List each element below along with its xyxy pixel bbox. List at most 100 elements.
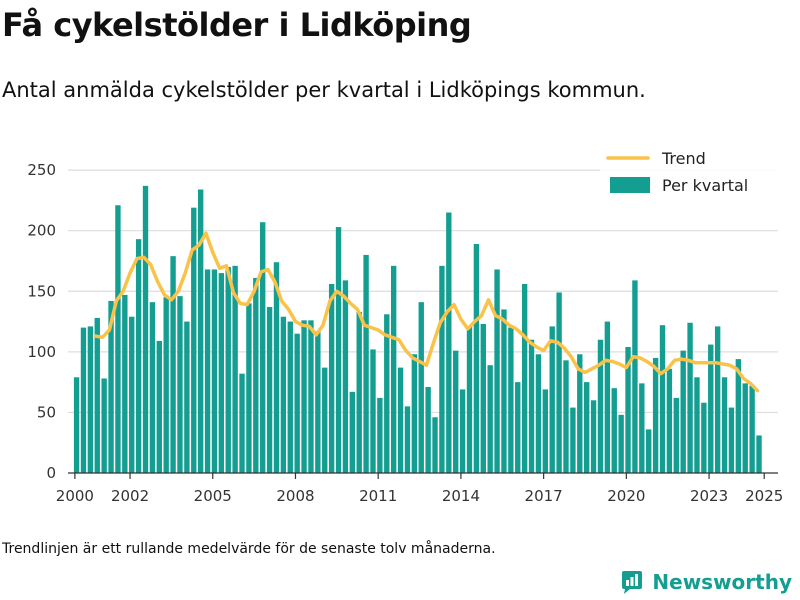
bar-line-chart: 0 50 100 150 200 250 2000 2002 2005 2008 2011 2014 2… <box>27 144 783 505</box>
bar <box>549 326 555 473</box>
bar <box>680 350 686 473</box>
axes: 0 50 100 150 200 250 2000 2002 2005 2008 2011 2014 2… <box>27 161 783 505</box>
y-tick-label: 150 <box>27 282 56 300</box>
bar <box>363 254 369 473</box>
bar <box>266 307 273 473</box>
bar <box>115 205 121 473</box>
x-tick-label: 2000 <box>56 487 94 505</box>
bar <box>253 277 259 473</box>
trend-line <box>93 231 760 393</box>
bar <box>556 292 562 473</box>
bar <box>156 340 162 473</box>
bar <box>515 382 521 473</box>
bar <box>170 256 176 473</box>
bar <box>701 402 707 473</box>
bar <box>377 397 383 473</box>
bar <box>542 389 549 473</box>
y-tick-label: 100 <box>27 343 56 361</box>
bar <box>301 320 307 473</box>
bar <box>453 350 459 473</box>
bar <box>652 357 659 473</box>
bar <box>246 303 252 473</box>
chart-title: Få cykelstölder i Lidköping <box>2 6 472 44</box>
bar <box>404 406 411 473</box>
legend-bar-swatch <box>610 177 650 193</box>
bar <box>122 294 128 473</box>
bar <box>528 339 535 473</box>
legend-bg <box>600 144 780 204</box>
bar <box>356 311 362 473</box>
bar <box>749 385 755 473</box>
y-tick-label: 50 <box>37 403 56 421</box>
bar <box>322 367 328 473</box>
bar <box>742 383 748 473</box>
bar <box>108 300 114 473</box>
bar <box>432 417 438 473</box>
bar <box>632 280 638 473</box>
bar <box>370 349 376 473</box>
bar <box>687 322 693 473</box>
bar <box>611 388 617 473</box>
brand-logo: Newsworthy <box>620 569 792 595</box>
bar <box>673 397 679 473</box>
bar <box>659 325 666 473</box>
bar <box>73 377 80 473</box>
bar <box>694 377 700 473</box>
bar <box>583 382 590 473</box>
bar <box>590 400 597 473</box>
bar <box>625 347 631 473</box>
bar <box>487 365 493 473</box>
newsworthy-logo-icon <box>622 571 643 594</box>
bar <box>260 222 266 473</box>
bar <box>349 391 355 473</box>
bar <box>191 207 197 473</box>
x-tick-label: 2005 <box>194 487 232 505</box>
bar <box>135 239 142 473</box>
x-tick-label: 2023 <box>690 487 728 505</box>
bar <box>397 367 404 473</box>
bar <box>646 429 652 473</box>
bar <box>184 321 190 473</box>
bar <box>328 284 335 473</box>
bars-per-kvartal <box>73 185 762 473</box>
bar <box>521 284 528 473</box>
bar <box>177 296 183 473</box>
bar <box>425 386 431 473</box>
brand-name: Newsworthy <box>652 570 792 594</box>
bar <box>714 326 721 473</box>
bar <box>149 302 156 473</box>
bar <box>384 314 390 473</box>
bar <box>197 189 204 473</box>
bar <box>728 407 735 473</box>
chart-subtitle: Antal anmälda cykelstölder per kvartal i… <box>2 78 646 102</box>
x-tick-label: 2014 <box>442 487 480 505</box>
bar <box>446 212 452 473</box>
bar <box>335 227 342 473</box>
bar <box>273 262 280 473</box>
bar <box>639 383 645 473</box>
bar <box>501 309 507 473</box>
bar <box>563 360 569 473</box>
bar <box>473 244 480 473</box>
bar <box>308 320 314 473</box>
bar <box>411 354 418 473</box>
footnote: Trendlinjen är ett rullande medelvärde f… <box>2 541 496 557</box>
x-tick-label: 2011 <box>359 487 397 505</box>
bar <box>535 354 542 473</box>
x-tick-label: 2002 <box>111 487 149 505</box>
y-tick-label: 250 <box>27 161 56 179</box>
bar <box>666 368 673 473</box>
bar <box>129 316 135 473</box>
x-tick-label: 2020 <box>607 487 645 505</box>
y-tick-label: 0 <box>46 464 56 482</box>
bar <box>142 185 149 473</box>
bar <box>163 297 169 473</box>
bar <box>94 317 100 473</box>
trend-line-layer <box>93 231 760 393</box>
y-tick-label: 200 <box>27 222 56 240</box>
bar <box>225 267 231 473</box>
bar <box>570 407 576 473</box>
bar <box>418 302 424 473</box>
bar <box>577 354 583 473</box>
bar <box>494 269 500 473</box>
